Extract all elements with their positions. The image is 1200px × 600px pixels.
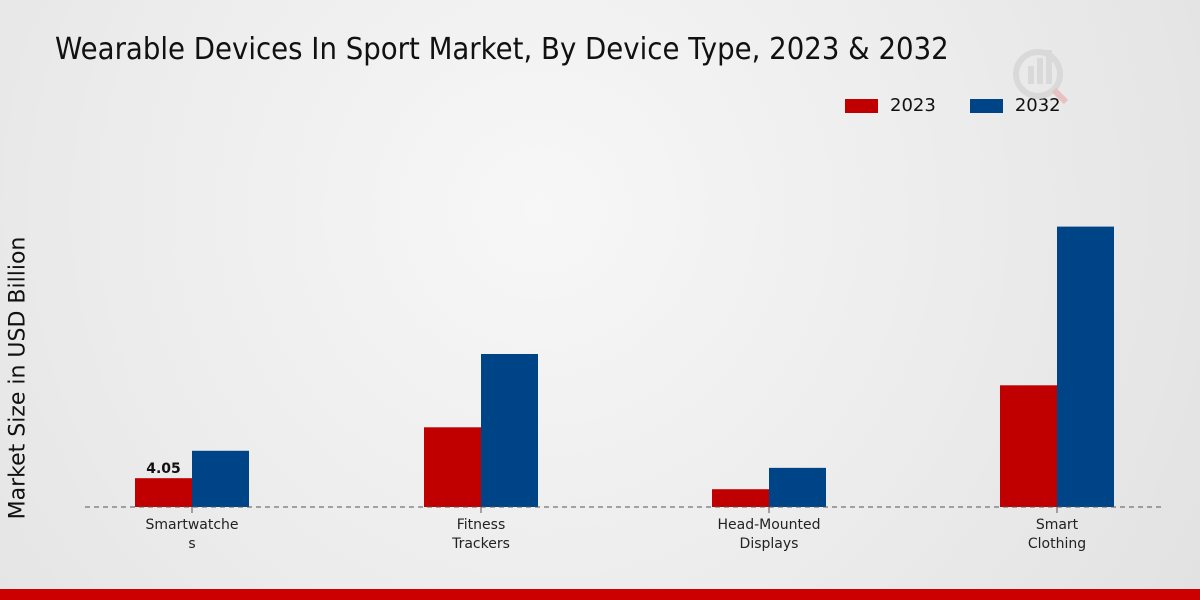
bar-2023-smartwatches <box>135 478 192 507</box>
legend-item-2032: 2032 <box>969 95 1061 116</box>
x-tick-label: Fitness Trackers <box>451 517 510 552</box>
legend: 2023 2032 <box>845 95 1095 116</box>
bar-2023-smart-clothing <box>1000 385 1057 507</box>
chart-title: Wearable Devices In Sport Market, By Dev… <box>55 32 949 67</box>
logo-watermark-icon <box>1013 49 1069 105</box>
legend-label-2023: 2023 <box>890 95 936 116</box>
bar-2032-smartwatches <box>192 450 249 507</box>
bar-2023-head-mounted-displays <box>712 489 769 507</box>
legend-label-2032: 2032 <box>1014 95 1061 116</box>
x-tick-label: Smartwatche s <box>145 517 238 552</box>
data-label: 4.05 <box>146 461 181 477</box>
bar-2032-head-mounted-displays <box>769 467 826 507</box>
x-tick-label: Head-Mounted Displays <box>717 517 820 552</box>
bar-2032-fitness-trackers <box>481 353 538 507</box>
footer-bar <box>0 589 1200 600</box>
bar-2023-fitness-trackers <box>424 427 481 507</box>
legend-swatch-2023 <box>845 98 878 113</box>
bar-2032-smart-clothing <box>1057 226 1114 507</box>
legend-item-2023: 2023 <box>845 95 936 116</box>
x-tick-label: Smart Clothing <box>1028 517 1086 552</box>
legend-swatch-2032 <box>969 98 1003 113</box>
